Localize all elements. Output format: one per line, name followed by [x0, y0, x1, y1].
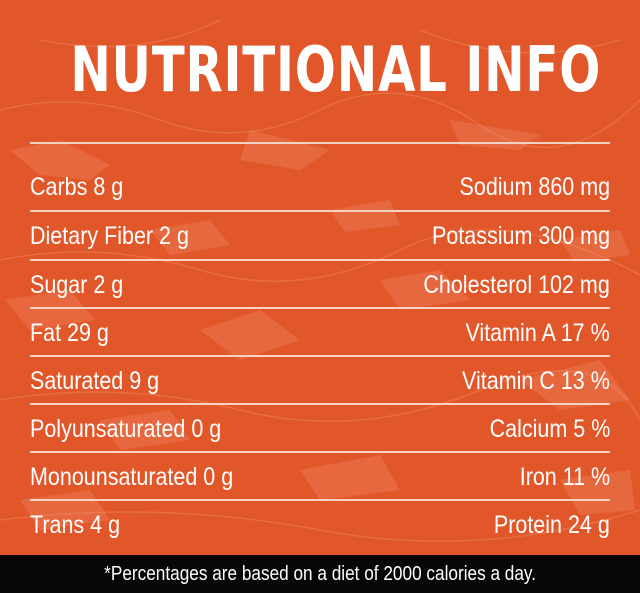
nutrient-row-6: Polyunsaturated 0 g Calcium 5 % — [30, 405, 610, 453]
nutrient-left: Trans 4 g — [30, 510, 121, 539]
nutrient-right: Potassium 300 mg — [431, 221, 610, 250]
divider — [30, 307, 610, 309]
footnote: *Percentages are based on a diet of 2000… — [104, 562, 536, 585]
page-title: NUTRITIONAL INFO — [70, 33, 602, 106]
footnote-bar: *Percentages are based on a diet of 2000… — [0, 555, 640, 593]
nutrient-left: Fat 29 g — [30, 318, 109, 347]
nutrient-row-3: Sugar 2 g Cholesterol 102 mg — [30, 261, 610, 309]
nutrient-row-8: Trans 4 g Protein 24 g — [30, 501, 610, 549]
nutrient-left: Carbs 8 g — [30, 172, 124, 201]
divider — [30, 210, 610, 212]
nutrient-left: Saturated 9 g — [30, 366, 160, 395]
divider — [30, 142, 610, 144]
nutrient-row-1: Carbs 8 g Sodium 860 mg — [30, 163, 610, 211]
nutrient-right: Vitamin C 13 % — [462, 366, 610, 395]
nutrient-left: Dietary Fiber 2 g — [30, 221, 189, 250]
nutrient-right: Calcium 5 % — [489, 414, 610, 443]
divider — [30, 259, 610, 261]
divider — [30, 499, 610, 501]
nutrient-row-2: Dietary Fiber 2 g Potassium 300 mg — [30, 212, 610, 260]
divider — [30, 403, 610, 405]
nutrient-left: Polyunsaturated 0 g — [30, 414, 222, 443]
grunge-texture — [0, 19, 640, 542]
nutrient-right: Vitamin A 17 % — [465, 318, 610, 347]
nutrient-right: Sodium 860 mg — [459, 172, 610, 201]
nutrient-row-7: Monounsaturated 0 g Iron 11 % — [30, 453, 610, 501]
nutrient-row-4: Fat 29 g Vitamin A 17 % — [30, 309, 610, 357]
nutrient-row-5: Saturated 9 g Vitamin C 13 % — [30, 357, 610, 405]
nutrient-right: Cholesterol 102 mg — [423, 270, 610, 299]
divider — [30, 355, 610, 357]
nutrient-left: Sugar 2 g — [30, 270, 124, 299]
nutrient-right: Iron 11 % — [519, 462, 610, 491]
divider — [30, 451, 610, 453]
nutrient-left: Monounsaturated 0 g — [30, 462, 234, 491]
nutrient-right: Protein 24 g — [494, 510, 610, 539]
